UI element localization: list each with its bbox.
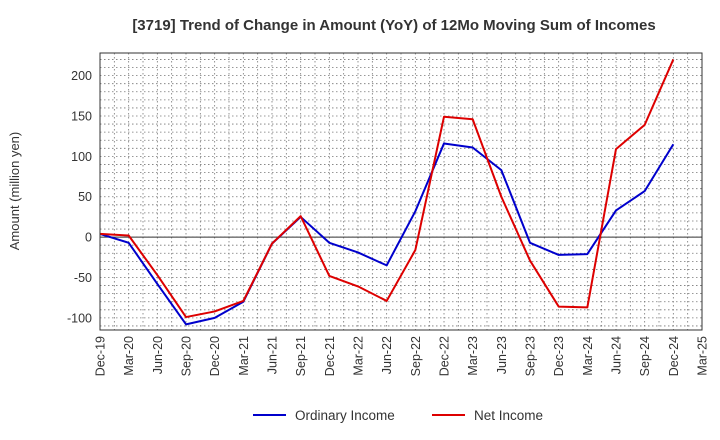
legend-label: Net Income [474,408,543,423]
x-tick-label: Jun-23 [495,336,509,374]
y-tick-label: 50 [78,190,92,204]
legend: Ordinary Income Net Income [253,408,543,423]
x-tick-label: Mar-20 [122,336,136,376]
x-tick-labels: Dec-19 Mar-20 Jun-20 Sep-20 Dec-20 Mar-21 Jun-… [94,336,710,376]
y-tick-labels: 200 150 100 50 0 -50 -100 [67,69,92,325]
x-tick-label: Mar-25 [696,336,710,376]
x-tick-label: Jun-20 [151,336,165,374]
x-tick-label: Sep-23 [524,336,538,376]
x-tick-label: Mar-24 [581,336,595,376]
series-line-1 [99,59,675,319]
x-tick-label: Jun-22 [380,336,394,374]
y-tick-label: 150 [71,109,92,123]
x-tick-label: Mar-23 [466,336,480,376]
x-tick-label: Mar-22 [352,336,366,376]
x-tick-label: Sep-20 [180,336,194,376]
series-lines [99,59,675,326]
y-tick-label: 100 [71,150,92,164]
x-tick-label: Sep-22 [409,336,423,376]
x-tick-label: Sep-24 [638,336,652,376]
series-line-0 [99,142,675,326]
plot-area-frame [99,52,703,331]
x-tick-label: Dec-20 [208,336,222,376]
x-tick-label: Sep-21 [294,336,308,376]
x-tick-label: Mar-21 [237,336,251,376]
chart-title: [3719] Trend of Change in Amount (YoY) o… [132,17,655,34]
legend-label: Ordinary Income [295,408,395,423]
x-tick-label: Dec-22 [438,336,452,376]
grid-lines [99,53,703,330]
x-tick-label: Dec-19 [94,336,108,376]
x-tick-label: Jun-24 [610,336,624,374]
x-tick-label: Dec-24 [667,336,681,376]
y-tick-label: 200 [71,69,92,83]
y-tick-label: -100 [67,311,92,325]
x-tick-label: Dec-21 [323,336,337,376]
x-tick-label: Dec-23 [552,336,566,376]
y-tick-label: 0 [85,231,92,245]
y-tick-label: -50 [74,271,92,285]
x-tick-label: Jun-21 [266,336,280,374]
y-axis-label: Amount (million yen) [7,132,22,251]
